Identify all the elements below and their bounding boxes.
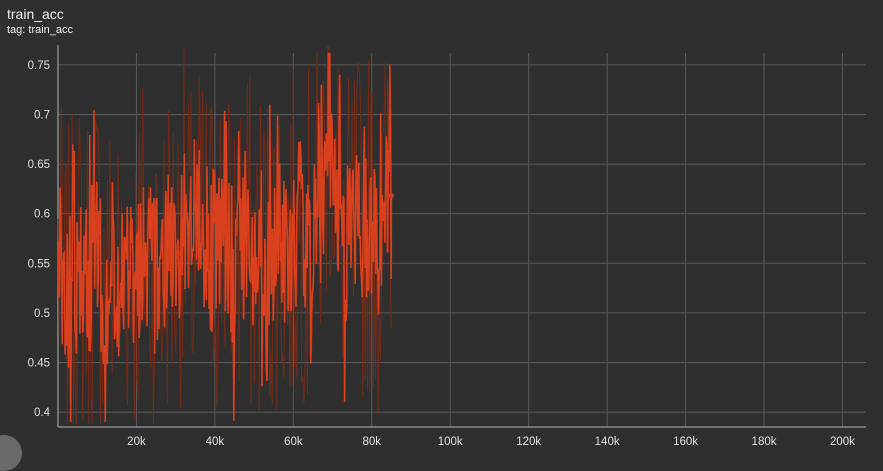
x-tick-label: 60k — [284, 436, 303, 448]
x-tick-label: 120k — [516, 436, 541, 448]
y-tick-labels: 0.4 0.45 0.5 0.55 0.6 0.65 0.7 0.75 — [28, 60, 51, 419]
x-tick-label: 160k — [673, 436, 698, 448]
y-tick-label: 0.5 — [34, 308, 50, 320]
chart-tag-subtitle: tag: train_acc — [7, 24, 74, 36]
x-tick-label: 20k — [127, 436, 146, 448]
smoothed-series-line — [57, 52, 393, 423]
series-end-marker — [388, 193, 394, 199]
y-tick-label: 0.4 — [34, 407, 51, 419]
chart-title: train_acc — [7, 6, 64, 22]
x-tick-label: 100k — [438, 436, 463, 448]
y-tick-label: 0.7 — [34, 109, 50, 121]
y-tick-label: 0.55 — [28, 258, 50, 270]
y-tick-label: 0.75 — [28, 60, 50, 72]
x-tick-label: 180k — [752, 436, 777, 448]
x-tick-label: 40k — [206, 436, 225, 448]
y-tick-label: 0.6 — [34, 209, 50, 221]
y-tick-label: 0.45 — [28, 358, 50, 370]
card-header: train_acc tag: train_acc — [7, 6, 73, 37]
y-tick-label: 0.65 — [28, 159, 50, 171]
chart-plot[interactable]: 0.4 0.45 0.5 0.55 0.6 0.65 0.7 0.75 20k 40k 60k 80… — [0, 0, 883, 453]
x-tick-label: 200k — [830, 436, 855, 448]
x-tick-labels: 20k 40k 60k 80k 100k 120k 140k 160k 180k 200k — [127, 436, 855, 448]
x-tick-label: 80k — [363, 436, 382, 448]
x-tick-label: 140k — [595, 436, 620, 448]
smoothed-series — [57, 52, 394, 423]
